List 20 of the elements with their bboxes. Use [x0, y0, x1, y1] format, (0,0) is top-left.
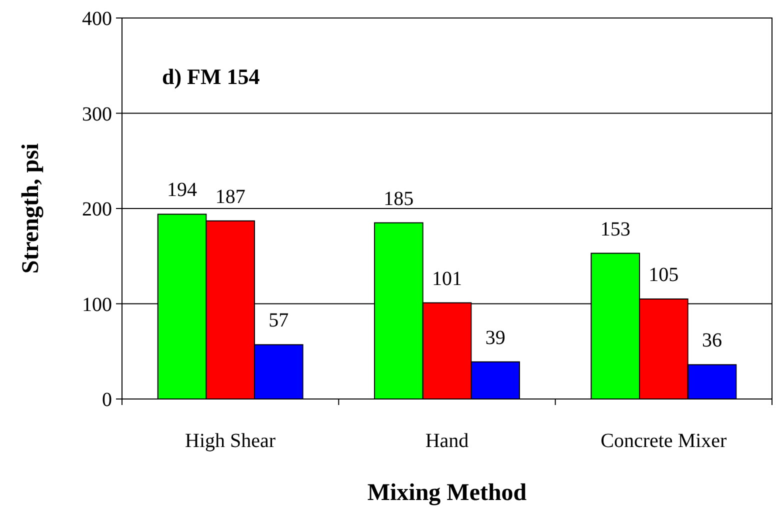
y-tick-label: 0 — [102, 389, 112, 411]
y-tick-label: 200 — [82, 198, 112, 220]
data-label: 57 — [268, 310, 289, 332]
y-axis-title: Strength, psi — [18, 143, 44, 274]
data-label: 101 — [432, 268, 462, 290]
data-label: 194 — [167, 179, 198, 202]
data-label: 39 — [485, 326, 506, 349]
x-tick-label: Hand — [425, 430, 469, 452]
x-tick-label: Concrete Mixer — [600, 430, 728, 452]
data-label: 36 — [702, 330, 722, 352]
data-label: 187 — [215, 186, 246, 208]
y-tick-label: 400 — [82, 8, 112, 30]
data-label: 153 — [600, 218, 630, 240]
data-label: 185 — [384, 188, 414, 210]
annotation: d) FM 154 — [162, 64, 260, 89]
y-tick-label: 300 — [82, 103, 112, 126]
data-label: 105 — [648, 264, 679, 286]
y-tick-label: 100 — [82, 294, 112, 316]
x-tick-label: High Shear — [185, 430, 276, 452]
x-axis-title: Mixing Method — [367, 480, 528, 506]
